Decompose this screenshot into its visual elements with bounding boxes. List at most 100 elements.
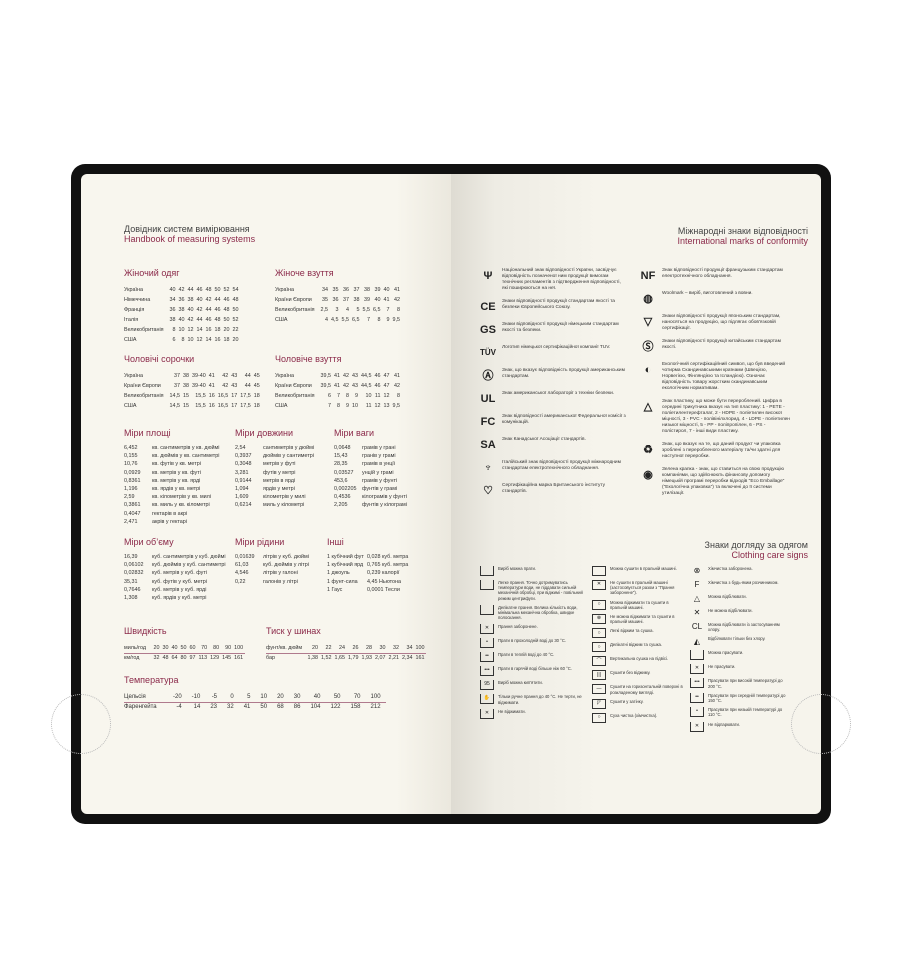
section-title: Інші xyxy=(327,537,344,547)
nf-mark-icon: NF xyxy=(640,270,656,282)
speed-table: Швидкість миль/год 20 30 40 50 60 70 80 90 100 км/г… xyxy=(124,626,245,663)
care-title-en: Clothing care signs xyxy=(731,550,808,560)
cell: 1,79 xyxy=(348,655,359,662)
no-tumble-dry-icon: ✕ xyxy=(592,580,606,590)
cell: 41 xyxy=(334,383,340,389)
plastic-recycling-icon: △ xyxy=(643,401,653,413)
conversion-text: літрів у галоні xyxy=(263,570,298,577)
ccc-mark-icon: Ⓢ xyxy=(642,341,654,353)
care-description: Прати в прохолодній воді до 30 °C. xyxy=(498,638,567,644)
care-sign: — Сушити на горизонтальній поверхні в роз… xyxy=(592,684,686,695)
conversion-text: гранів у грамі xyxy=(362,453,396,460)
conversion-row: 2,471 акрів у гектарі xyxy=(124,519,219,527)
cell: 14 xyxy=(193,704,201,711)
cell: 10 xyxy=(178,327,185,333)
conversion-value: 15,43 xyxy=(334,453,348,460)
line-dry-icon: ⌒ xyxy=(592,656,606,667)
iron-low-icon: • xyxy=(690,707,704,718)
cell: 8 xyxy=(346,393,349,399)
conversion-other: Інші 1 кубічний фут 0,028 куб. метра 1 кубі… xyxy=(327,537,408,595)
cell: 30 xyxy=(161,643,170,654)
ce-mark-icon: CE xyxy=(480,301,496,313)
conformity-mark: ◉ Зелена крапка - знак, що ставиться на с… xyxy=(638,467,790,497)
cell: 20 xyxy=(232,337,239,343)
conversion-value: 0,0929 xyxy=(124,469,141,476)
no-steam-icon: ✕ xyxy=(690,721,704,732)
bleach-icon: △ xyxy=(693,594,701,604)
cell: 100 xyxy=(232,643,245,654)
cell: 50 xyxy=(232,307,239,313)
care-description: Прасувати при низькій температурі до 110… xyxy=(708,707,783,718)
conversion-value: 2,471 xyxy=(124,518,138,525)
conformity-mark: GS Знаки відповідності продукції німецьки… xyxy=(478,322,626,338)
size-table-womens-clothing: Жіночий одяг Україна 40 42 44 46 48 50 52 54 Німеч… xyxy=(124,268,240,345)
care-sign: ◸ Сушити у затінку. xyxy=(592,698,686,709)
cell: 14 xyxy=(205,337,212,343)
conversion-row: 0,4047 гектарів в акрі xyxy=(124,511,219,519)
cell: 7 xyxy=(337,393,340,399)
conversion-row: 0,155 кв. дюймів у кв. сантиметрі xyxy=(124,453,219,461)
cell: 9 xyxy=(346,403,349,409)
conversion-text: куб. ярдів у куб. метрі xyxy=(152,594,207,601)
conversion-row: 1,609 кілометрів у милі xyxy=(235,494,314,502)
cell: 48 xyxy=(232,297,239,303)
cell: 32 xyxy=(153,655,160,662)
care-description: Сушити у затінку. xyxy=(610,698,644,704)
conversion-value: 28,35 xyxy=(334,461,348,468)
care-sign: Виріб можна прати. xyxy=(480,566,584,576)
conversion-value: 0,06102 xyxy=(124,562,144,569)
cell: 2,07 xyxy=(375,655,386,662)
table-row: Великобританія 2,5 3 4 5 5,5 6,5 7 8 xyxy=(275,305,402,315)
conversion-text: 0,0001 Тесли xyxy=(367,586,400,593)
data-table: Україна 39,5 41 42 43 44,5 46 47 41 Країни Європи… xyxy=(275,371,402,411)
care-description: Можна сушити в пральній машині. xyxy=(610,566,677,571)
conversion-value: 453,6 xyxy=(334,477,348,484)
row-label: Франція xyxy=(124,307,145,313)
cell: -5 xyxy=(205,692,223,703)
conversion-text: 4,45 Ньютона xyxy=(367,578,401,585)
cell: 6,5 xyxy=(373,307,381,313)
cell: 52 xyxy=(232,317,239,323)
cell: 4 xyxy=(346,307,349,313)
conversion-text: футів у метрі xyxy=(263,469,296,476)
cell: 97 xyxy=(189,655,196,662)
cell: 4 xyxy=(325,317,328,323)
conversion-row: 2,59 кв. кілометрів у кв. милі xyxy=(124,494,219,502)
cell: 50 xyxy=(179,643,188,654)
conversion-text: кв. сантиметрів у кв. дюймі xyxy=(152,445,220,451)
cell: 26 xyxy=(346,643,360,654)
hand-wash-icon: ✋ xyxy=(480,694,494,705)
section-title: Швидкість xyxy=(124,626,167,636)
row-label: Країни Європи xyxy=(124,383,161,389)
care-description: Легке прання. Точно дотримуватись темпер… xyxy=(498,580,583,601)
conversion-value: 2,205 xyxy=(334,502,348,509)
cell: 46 xyxy=(205,317,212,323)
conversion-list: 16,39 куб. сантиметрів у куб. дюймі 0,0610… xyxy=(124,554,226,603)
cell: 42 xyxy=(187,317,194,323)
conversion-row: 16,39 куб. сантиметрів у куб. дюймі xyxy=(124,554,226,562)
care-sign: ⊗ Не можна віджимати та сушити в пральній… xyxy=(592,614,686,624)
care-description: Не сушити в пральній машині (застосовуєт… xyxy=(610,580,675,596)
conversion-value: 0,7646 xyxy=(124,586,141,593)
cell: 40 xyxy=(374,297,381,303)
cell: 16 xyxy=(205,327,212,333)
cell: 46 xyxy=(223,297,230,303)
iron-high-icon: ••• xyxy=(690,678,704,689)
table-row: Італія 38 40 42 44 46 48 50 52 xyxy=(124,315,240,325)
cell: 18 xyxy=(253,403,260,409)
conformity-mark: ◍ Woolmark – виріб, виготовлений з вовни. xyxy=(638,291,790,307)
mark-description: Зелена крапка - знак, що ставиться на св… xyxy=(662,467,785,496)
cell: 18 xyxy=(253,393,260,399)
conversion-row: 0,01639 літрів у куб. дюймі xyxy=(235,554,309,562)
cell: 39,5 xyxy=(320,383,332,389)
care-description: Суха чистка (хімчистка). xyxy=(610,712,658,718)
size-table-mens-shoes: Чоловіче взуття Україна 39,5 41 42 43 44,5 46 47… xyxy=(275,354,402,411)
conversion-text: куб. сантиметрів у куб. дюймі xyxy=(152,554,226,560)
recycle-icon: ♻ xyxy=(643,444,653,456)
care-sign: • Прасувати при низькій температурі до 11… xyxy=(690,707,786,717)
conversion-value: 35,31 xyxy=(124,578,138,585)
cell: 14 xyxy=(196,327,203,333)
dry-clean-any-solvent-icon: F xyxy=(694,580,700,590)
marks-header: Міжнародні знаки відповідності Internati… xyxy=(677,226,808,246)
care-sign: F Хімчистка з будь-яким розчинником. xyxy=(690,580,786,590)
